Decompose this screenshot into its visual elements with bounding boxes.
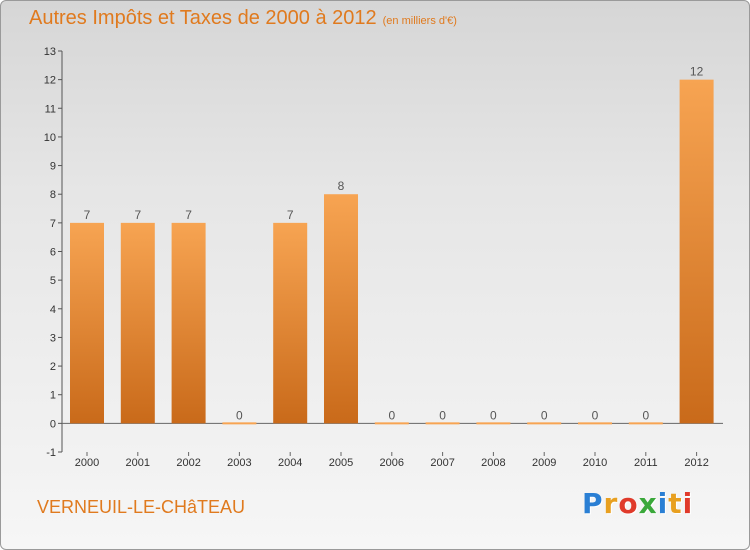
brand-letter: x (638, 487, 658, 520)
data-label: 7 (84, 208, 91, 222)
bar (273, 222, 308, 424)
data-label: 8 (338, 179, 345, 193)
data-label: 0 (388, 408, 395, 422)
y-tick-label: 12 (44, 75, 56, 87)
data-label: 0 (541, 408, 548, 422)
x-tick-label: 2008 (481, 457, 505, 469)
data-label: 0 (490, 408, 497, 422)
data-label: 0 (642, 408, 649, 422)
chart-labels: 7 2000 7 2001 7 2002 0 2003 7 2004 8 2005 0 2006 0 2007… (75, 65, 709, 469)
x-tick-label: 2005 (329, 457, 353, 469)
bar (171, 222, 206, 424)
y-tick-label: 13 (44, 46, 56, 58)
y-tick-label: 11 (45, 103, 56, 115)
y-tick-label: 3 (50, 332, 56, 344)
data-label: 12 (690, 65, 704, 79)
brand-letter: r (603, 487, 619, 520)
x-tick-label: 2003 (227, 457, 251, 469)
x-tick-label: 2007 (430, 457, 454, 469)
y-tick-label: 6 (50, 247, 56, 259)
y-tick-label: 1 (50, 390, 56, 402)
bar (374, 422, 409, 425)
bar (679, 79, 714, 424)
brand-letter: t (668, 487, 683, 520)
y-tick-label: 7 (50, 218, 56, 230)
bar (527, 422, 562, 425)
bar (222, 422, 257, 425)
bar (425, 422, 460, 425)
data-label: 0 (439, 408, 446, 422)
bar (628, 422, 663, 425)
x-tick-label: 2004 (278, 457, 302, 469)
data-label: 7 (134, 208, 141, 222)
y-tick-label: 4 (50, 304, 56, 316)
y-tick-label: 0 (50, 418, 56, 430)
data-label: 7 (287, 208, 294, 222)
x-tick-label: 2001 (126, 457, 150, 469)
bar (578, 422, 612, 425)
data-label: 7 (185, 208, 192, 222)
bar (476, 422, 511, 425)
y-tick-label: 8 (50, 189, 56, 201)
y-tick-label: 5 (50, 275, 56, 287)
x-tick-label: 2011 (634, 457, 658, 469)
x-tick-label: 2012 (684, 457, 708, 469)
chart-title-unit: (en milliers d'€) (382, 15, 457, 27)
brand-letter: i (657, 487, 669, 520)
data-label: 0 (592, 408, 599, 422)
y-tick-label: 2 (50, 361, 56, 373)
brand-letter: o (618, 487, 639, 520)
brand-letter: i (682, 487, 694, 520)
bar (120, 222, 155, 424)
x-tick-label: 2009 (532, 457, 556, 469)
y-tick-label: -1 (46, 447, 56, 459)
y-tick-label: 10 (44, 132, 56, 144)
chart-title-text: Autres Impôts et Taxes de 2000 à 2012 (29, 7, 377, 29)
x-tick-label: 2010 (583, 457, 607, 469)
x-tick-label: 2000 (75, 457, 99, 469)
chart-title: Autres Impôts et Taxes de 2000 à 2012 (en… (29, 7, 457, 30)
proxiti-logo: Proxiti (582, 487, 693, 520)
x-tick-label: 2002 (176, 457, 200, 469)
commune-name: VERNEUIL-LE-CHâTEAU (37, 497, 246, 517)
brand-letter: P (582, 487, 604, 520)
chart-bars (70, 79, 714, 425)
bar (70, 222, 104, 424)
y-tick-label: 9 (50, 161, 56, 173)
bar (324, 194, 358, 424)
x-tick-label: 2006 (380, 457, 404, 469)
data-label: 0 (236, 408, 243, 422)
